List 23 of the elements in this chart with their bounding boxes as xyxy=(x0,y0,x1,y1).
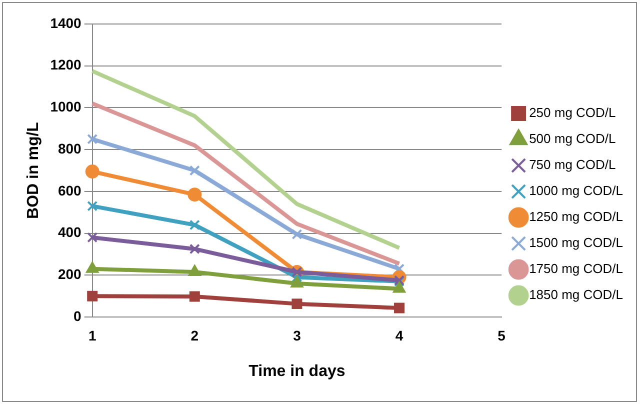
legend-label: 1500 mg COD/L xyxy=(529,235,624,250)
y-tick-label: 0 xyxy=(74,308,82,324)
legend-label: 1000 mg COD/L xyxy=(529,183,624,198)
legend-label: 1250 mg COD/L xyxy=(529,209,624,224)
x-tick-label: 5 xyxy=(498,327,506,344)
x-tick-label: 2 xyxy=(190,327,199,344)
legend-label: 1750 mg COD/L xyxy=(529,261,624,276)
x-tick-label: 3 xyxy=(293,327,302,344)
x-axis-title: Time in days xyxy=(248,362,346,380)
y-tick-label: 800 xyxy=(58,140,82,156)
legend-label: 250 mg COD/L xyxy=(529,105,616,120)
y-tick-label: 600 xyxy=(58,182,82,198)
legend-label: 500 mg COD/L xyxy=(529,131,616,146)
y-axis-title: BOD in mg/L xyxy=(25,122,42,219)
y-tick-label: 1000 xyxy=(50,98,82,115)
legend-label: 750 mg COD/L xyxy=(529,157,616,172)
y-tick-label: 200 xyxy=(58,266,82,282)
x-tick-label: 4 xyxy=(395,327,404,344)
y-tick-label: 1200 xyxy=(50,56,82,73)
x-tick-label: 1 xyxy=(88,327,96,344)
y-tick-label: 400 xyxy=(58,224,82,240)
y-tick-label: 1400 xyxy=(50,14,82,31)
legend-label: 1850 mg COD/L xyxy=(529,287,624,302)
